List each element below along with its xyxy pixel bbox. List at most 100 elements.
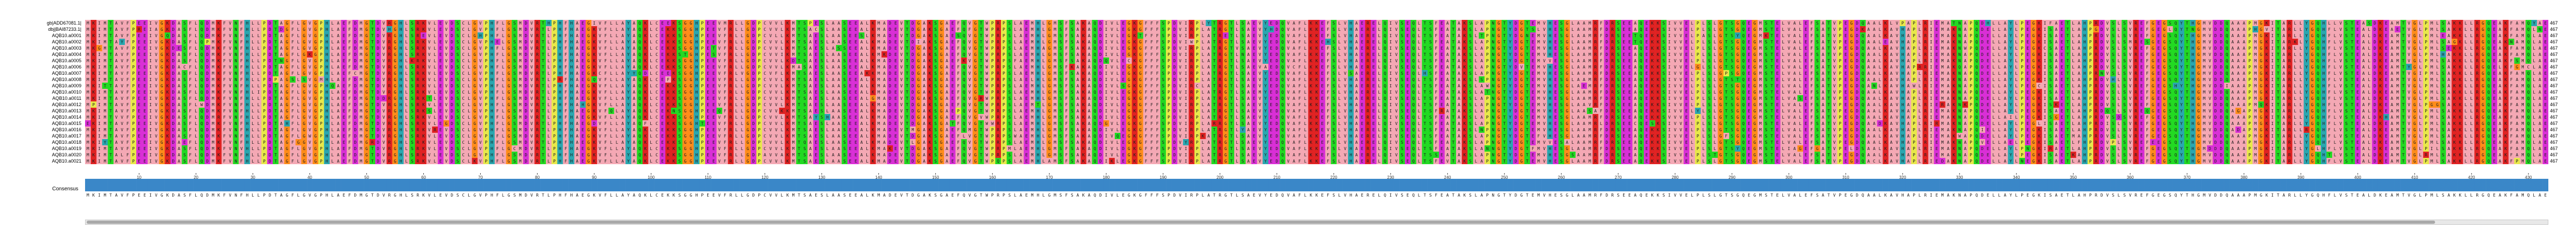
residue-letter: S	[1816, 33, 1819, 38]
sequence-name[interactable]: AQB10.a0004	[0, 51, 84, 58]
sequence-name[interactable]: AQB10.a0019	[0, 145, 84, 152]
residue-letter: A	[1822, 52, 1824, 57]
residue-letter: E	[1844, 40, 1847, 44]
sequence-name[interactable]: AQB10.a0009	[0, 83, 84, 89]
sequence-name[interactable]: dbj|BAI87233.1|	[0, 26, 84, 32]
residue-letter: Q	[200, 33, 203, 38]
sequence-name[interactable]: AQB10.a0014	[0, 114, 84, 120]
sequence-name[interactable]: AQB10.a0008	[0, 76, 84, 83]
sequence-name[interactable]: AQB10.a0020	[0, 152, 84, 158]
residue-letter: D	[206, 21, 209, 26]
residue-letter: K	[1952, 27, 1955, 32]
residue-letter: A	[1293, 33, 1295, 38]
sequence-name[interactable]: AQB10.a0006	[0, 64, 84, 70]
residue-letter: R	[388, 40, 391, 44]
residue-letter: D	[1173, 27, 1176, 32]
residue-letter: G	[747, 33, 749, 38]
residue-letter: D	[1856, 33, 1858, 38]
residue-letter: K	[1885, 21, 1887, 26]
residue-letter: L	[1782, 27, 1784, 32]
residue-letter: Q	[1742, 52, 1745, 57]
residue-letter: R	[1924, 21, 1927, 26]
residue-letter: D	[1856, 21, 1858, 26]
residue-letter: G	[2413, 21, 2416, 26]
residue-letter: E	[2396, 27, 2399, 32]
residue-letter: Q	[1093, 46, 1096, 51]
residue-letter: L	[1702, 52, 1705, 57]
residue-letter: V	[530, 21, 533, 26]
sequence-name[interactable]: AQB10.a0016	[0, 127, 84, 133]
residue-letter: K	[1316, 40, 1318, 44]
residue-letter: H	[246, 46, 248, 51]
sequence-name[interactable]: AQB10.a0012	[0, 101, 84, 108]
residue-letter: M	[519, 40, 521, 44]
residue-letter: A	[838, 52, 840, 57]
residue-letter: Q	[2226, 33, 2228, 38]
residue-letter: G	[314, 33, 317, 38]
sequence-name[interactable]: AQB10.a0013	[0, 108, 84, 114]
residue-letter: Y	[1509, 46, 1511, 51]
residue-letter: S	[2112, 27, 2115, 32]
sequence-name[interactable]: AQB10.a0001	[0, 32, 84, 39]
residue-letter: V	[383, 46, 385, 51]
residue-letter: V	[599, 52, 601, 57]
alignment-grid[interactable]: MKIMTAVFPEEIVGKDASFLQDMKFVNFHLLPDTAGFLGV…	[85, 20, 2548, 167]
residue-letter: S	[1708, 40, 1711, 44]
residue-letter: P	[263, 21, 266, 26]
residue-letter: C	[655, 33, 658, 38]
residue-letter: L	[1799, 27, 1802, 32]
residue-letter: N	[234, 27, 237, 32]
residue-letter: S	[1008, 52, 1011, 57]
residue-letter: D	[377, 27, 379, 32]
residue-letter: S	[411, 21, 413, 26]
residue-letter: S	[183, 33, 186, 38]
residue-letter: N	[1958, 40, 1961, 44]
sequence-name[interactable]: AQB10.a0010	[0, 89, 84, 95]
residue-letter: A	[946, 33, 948, 38]
sequence-name[interactable]: AQB10.a0005	[0, 58, 84, 64]
residue-letter: Q	[166, 33, 169, 38]
sequence-name[interactable]: AQB10.a0018	[0, 139, 84, 145]
residue-letter: L	[1782, 52, 1784, 57]
residue-letter: A	[2362, 33, 2365, 38]
residue-letter: K	[2505, 27, 2507, 32]
residue-letter: Q	[1093, 33, 1096, 38]
sequence-name[interactable]: AQB10.a0021	[0, 158, 84, 164]
sequence-name[interactable]: AQB10.a0002	[0, 39, 84, 45]
residue-letter: T	[1503, 46, 1506, 51]
residue-letter: V	[1543, 27, 1546, 32]
sequence-name[interactable]: AQB10.a0003	[0, 45, 84, 51]
residue-letter: K	[1310, 40, 1313, 44]
residue-letter: V	[445, 27, 448, 32]
sequence-name[interactable]: AQB10.a0011	[0, 95, 84, 101]
residue-letter: D	[1606, 27, 1608, 32]
sequence-name[interactable]: gb|ADD67081.1|	[0, 20, 84, 26]
residue-letter: T	[1424, 27, 1426, 32]
residue-letter: A	[1583, 46, 1585, 51]
residue-letter: P	[485, 33, 487, 38]
residue-letter: V	[2408, 21, 2411, 26]
residue-letter: I	[1668, 27, 1671, 32]
residue-letter: F	[1298, 46, 1301, 51]
residue-letter: A	[280, 21, 283, 26]
sequence-name[interactable]: AQB10.a0007	[0, 70, 84, 76]
residue-letter: E	[1025, 27, 1028, 32]
residue-letter: D	[451, 33, 454, 38]
residue-letter: L	[866, 40, 868, 44]
residue-letter: D	[1099, 27, 1102, 32]
residue-letter: S	[1242, 21, 1244, 26]
residue-letter: E	[1361, 52, 1364, 57]
residue-letter: S	[1663, 27, 1665, 32]
sequence-name[interactable]: AQB10.a0015	[0, 120, 84, 127]
residue-letter: V	[428, 52, 431, 57]
residue-letter: A	[1583, 33, 1585, 38]
residue-letter: I	[1668, 46, 1671, 51]
sequence-name[interactable]: AQB10.a0017	[0, 133, 84, 139]
residue-letter: E	[343, 33, 345, 38]
residue-letter: L	[468, 46, 470, 51]
residue-letter: A	[2516, 33, 2519, 38]
residue-letter: L	[741, 40, 744, 44]
residue-letter: N	[1958, 33, 1961, 38]
residue-letter: R	[997, 33, 999, 38]
residue-letter: S	[820, 27, 823, 32]
